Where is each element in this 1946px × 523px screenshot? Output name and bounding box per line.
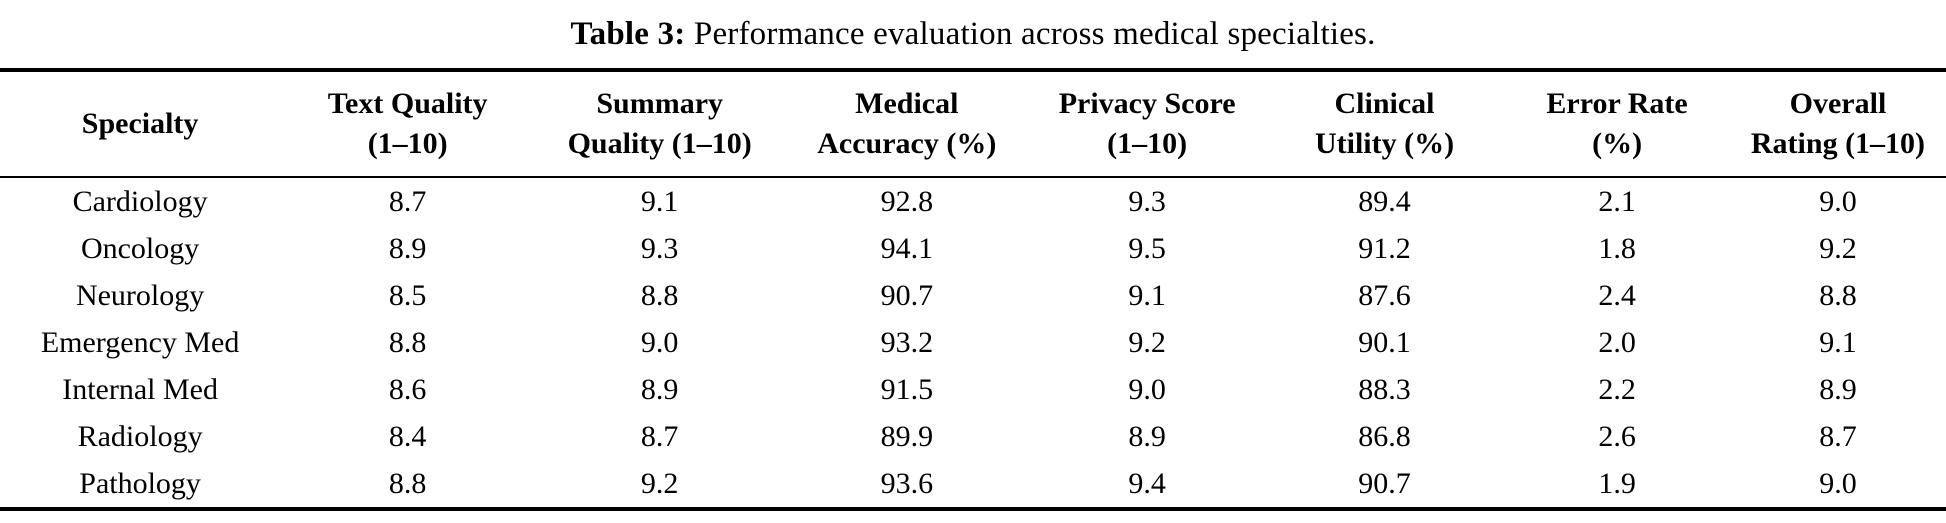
- table-row: Radiology 8.4 8.7 89.9 8.9 86.8 2.6 8.7: [0, 413, 1946, 460]
- column-header-text: Clinical: [1334, 87, 1435, 120]
- column-header-text: Medical: [855, 87, 959, 120]
- table-cell: 1.9: [1598, 466, 1636, 500]
- table-cell: 2.1: [1598, 184, 1636, 218]
- table-cell: 9.2: [1819, 231, 1857, 265]
- table-row: Emergency Med 8.8 9.0 93.2 9.2 90.1 2.0 …: [0, 319, 1946, 366]
- column-header-text: (1–10): [367, 127, 448, 160]
- specialty-cell: Pathology: [79, 466, 201, 500]
- column-header-overall-rating: Overall Rating (1–10): [1730, 70, 1946, 177]
- table-cell: 8.6: [388, 372, 427, 406]
- table-cell: 9.1: [1128, 278, 1166, 312]
- column-header-text: Specialty: [81, 107, 199, 140]
- column-header-summary-quality: Summary Quality (1–10): [535, 70, 784, 177]
- column-header-text: Utility (%): [1314, 127, 1455, 160]
- table-cell: 90.7: [1358, 466, 1411, 500]
- table-cell: 9.0: [1128, 372, 1166, 406]
- column-header-text: (%): [1592, 127, 1643, 160]
- table-cell: 2.4: [1598, 278, 1636, 312]
- table-cell: 2.2: [1598, 372, 1636, 406]
- table-row: Pathology 8.8 9.2 93.6 9.4 90.7 1.9 9.0: [0, 460, 1946, 509]
- table-cell: 8.7: [388, 184, 427, 218]
- table-cell: 9.4: [1128, 466, 1166, 500]
- table-cell: 9.3: [1128, 184, 1166, 218]
- table-cell: 9.3: [640, 231, 679, 265]
- table-cell: 9.1: [640, 184, 679, 218]
- table-caption-text: Performance evaluation across medical sp…: [685, 15, 1376, 52]
- table-cell: 8.8: [388, 325, 427, 359]
- table-cell: 8.9: [388, 231, 427, 265]
- header-row: Specialty Text Quality (1–10) Summary Qu…: [0, 70, 1946, 177]
- table-cell: 2.0: [1598, 325, 1636, 359]
- table-cell: 91.5: [880, 372, 934, 406]
- table-cell: 9.5: [1128, 231, 1166, 265]
- specialty-cell: Emergency Med: [40, 325, 240, 359]
- table-cell: 86.8: [1358, 419, 1411, 453]
- specialty-cell: Internal Med: [62, 372, 218, 406]
- table-caption-label: Table 3:: [570, 15, 686, 52]
- performance-table: Specialty Text Quality (1–10) Summary Qu…: [0, 68, 1946, 511]
- table-cell: 8.4: [388, 419, 427, 453]
- table-cell: 8.8: [640, 278, 679, 312]
- table-cell: 8.7: [640, 419, 679, 453]
- table-cell: 89.9: [880, 419, 934, 453]
- table-cell: 91.2: [1358, 231, 1411, 265]
- column-header-text: Summary: [596, 87, 724, 120]
- table-cell: 9.0: [1819, 466, 1857, 500]
- table-cell: 8.7: [1819, 419, 1857, 453]
- table-cell: 88.3: [1358, 372, 1411, 406]
- table-cell: 92.8: [880, 184, 934, 218]
- column-header-text: Accuracy (%): [817, 127, 997, 160]
- specialty-cell: Radiology: [77, 419, 203, 453]
- column-header-text: Error Rate: [1546, 87, 1688, 120]
- column-header-text: (1–10): [1107, 127, 1188, 160]
- specialty-cell: Oncology: [80, 231, 200, 265]
- table-cell: 90.7: [880, 278, 934, 312]
- table-cell: 90.1: [1358, 325, 1411, 359]
- column-header-text: Rating (1–10): [1750, 127, 1926, 160]
- table-cell: 8.9: [1819, 372, 1857, 406]
- table-cell: 9.2: [1128, 325, 1166, 359]
- column-header-specialty: Specialty: [0, 70, 280, 177]
- table-cell: 1.8: [1598, 231, 1636, 265]
- column-header-text: Privacy Score: [1058, 87, 1236, 120]
- table-cell: 8.9: [1128, 419, 1166, 453]
- table-cell: 8.8: [1819, 278, 1857, 312]
- column-header-text: Quality (1–10): [567, 127, 752, 160]
- table-cell: 2.6: [1598, 419, 1636, 453]
- table-cell: 8.5: [388, 278, 427, 312]
- table-cell: 93.6: [880, 466, 934, 500]
- column-header-privacy-score: Privacy Score (1–10): [1029, 70, 1264, 177]
- table-row: Oncology 8.9 9.3 94.1 9.5 91.2 1.8 9.2: [0, 225, 1946, 272]
- column-header-clinical-utility: Clinical Utility (%): [1265, 70, 1504, 177]
- table-cell: 93.2: [880, 325, 934, 359]
- table-row: Cardiology 8.7 9.1 92.8 9.3 89.4 2.1 9.0: [0, 177, 1946, 225]
- table-cell: 9.0: [640, 325, 679, 359]
- table-cell: 8.9: [640, 372, 679, 406]
- table-cell: 87.6: [1358, 278, 1411, 312]
- specialty-cell: Neurology: [75, 278, 205, 312]
- table-cell: 94.1: [880, 231, 934, 265]
- specialty-cell: Cardiology: [72, 184, 208, 218]
- table-cell: 9.1: [1819, 325, 1857, 359]
- table-cell: 9.2: [640, 466, 679, 500]
- table-cell: 9.0: [1819, 184, 1857, 218]
- column-header-text-quality: Text Quality (1–10): [280, 70, 535, 177]
- table-row: Neurology 8.5 8.8 90.7 9.1 87.6 2.4 8.8: [0, 272, 1946, 319]
- column-header-medical-accuracy: Medical Accuracy (%): [784, 70, 1029, 177]
- table-cell: 8.8: [388, 466, 427, 500]
- column-header-text: Overall: [1789, 87, 1887, 120]
- table-row: Internal Med 8.6 8.9 91.5 9.0 88.3 2.2 8…: [0, 366, 1946, 413]
- table-caption: Table 3: Performance evaluation across m…: [0, 0, 1946, 68]
- column-header-error-rate: Error Rate (%): [1504, 70, 1730, 177]
- column-header-text: Text Quality: [327, 87, 488, 120]
- table-cell: 89.4: [1358, 184, 1411, 218]
